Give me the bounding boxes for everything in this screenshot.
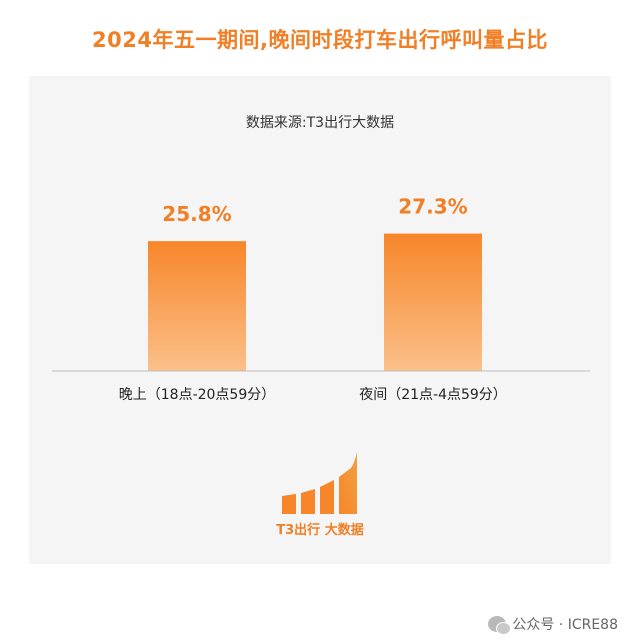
- wechat-icon: [488, 616, 512, 635]
- data-source: 数据来源:T3出行大数据: [245, 115, 395, 131]
- watermark-text: 公众号 · ICRE88: [512, 617, 618, 633]
- chart-card: [29, 76, 611, 564]
- watermark: 公众号 · ICRE88: [488, 614, 618, 635]
- bar-2: [384, 233, 482, 371]
- bar-chart-logo-icon: [282, 452, 357, 514]
- category-label-2: 夜间（21点-4点59分）: [359, 387, 507, 403]
- bar-1: [148, 241, 246, 371]
- logo-text: T3出行 大数据: [276, 522, 363, 538]
- value-label-2: 27.3%: [398, 195, 467, 219]
- chart-title: 2024年五一期间,晚间时段打车出行呼叫量占比: [92, 28, 548, 52]
- category-label-1: 晚上（18点-20点59分）: [119, 387, 276, 403]
- value-label-1: 25.8%: [162, 202, 231, 226]
